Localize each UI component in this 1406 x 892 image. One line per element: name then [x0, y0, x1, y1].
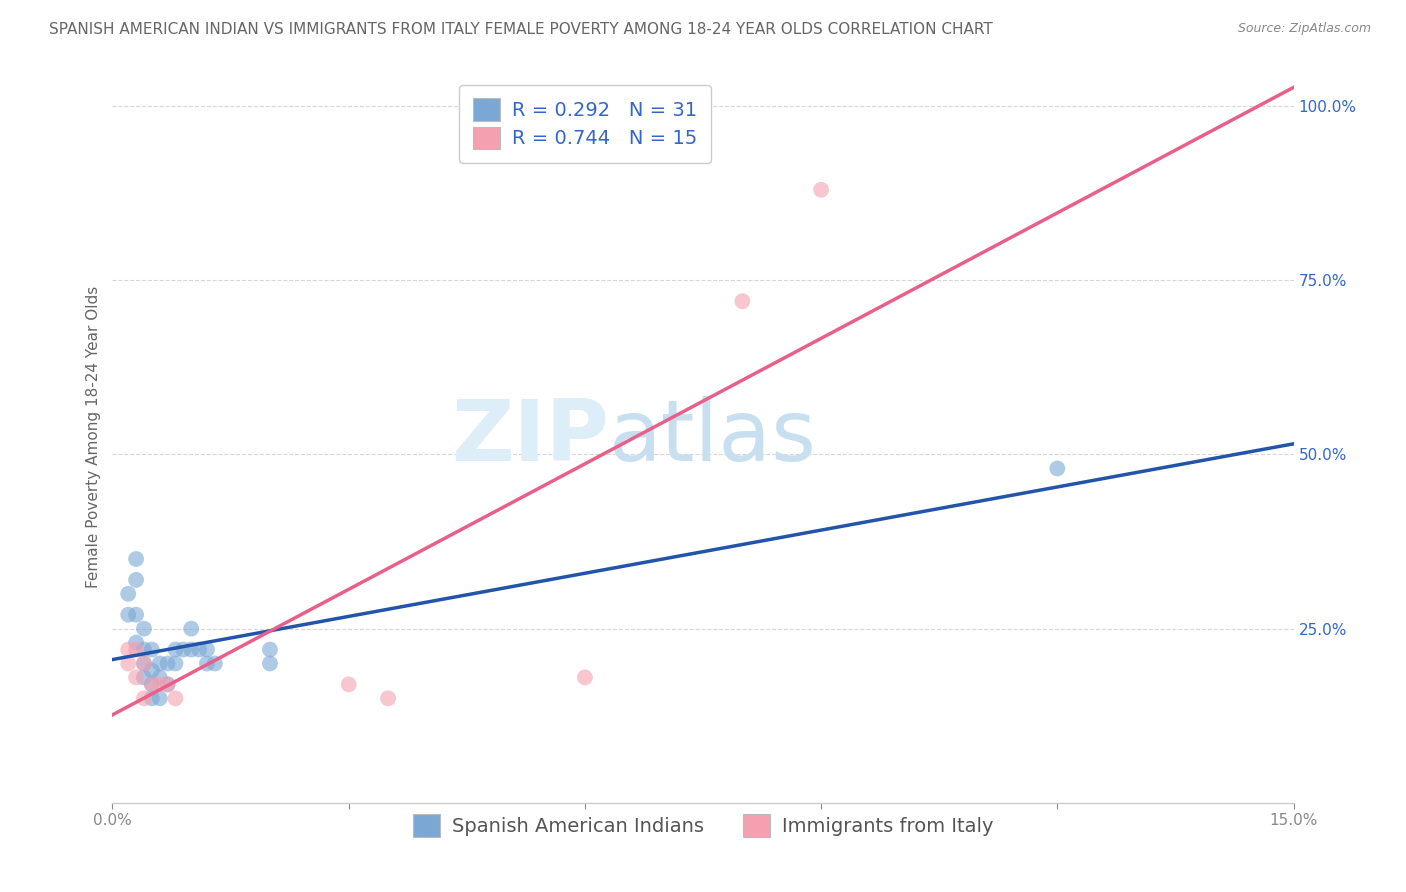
Point [165, 657, 187, 671]
Point [180, 622, 202, 636]
Point [125, 607, 148, 622]
Point [165, 642, 187, 657]
Point [141, 677, 163, 691]
Point [259, 642, 281, 657]
Point [195, 642, 218, 657]
Point [149, 691, 172, 706]
Point [125, 642, 148, 657]
Point [125, 635, 148, 649]
Y-axis label: Female Poverty Among 18-24 Year Olds: Female Poverty Among 18-24 Year Olds [86, 286, 101, 588]
Point [125, 670, 148, 684]
Point [188, 642, 211, 657]
Text: atlas: atlas [609, 395, 817, 479]
Point [574, 670, 596, 684]
Point [141, 677, 163, 691]
Point [377, 691, 399, 706]
Point [195, 657, 218, 671]
Point [125, 573, 148, 587]
Point [141, 691, 163, 706]
Point [117, 607, 139, 622]
Point [132, 657, 155, 671]
Point [141, 664, 163, 678]
Point [204, 657, 226, 671]
Point [132, 622, 155, 636]
Point [141, 642, 163, 657]
Point [165, 691, 187, 706]
Point [125, 552, 148, 566]
Point [810, 183, 832, 197]
Point [731, 294, 754, 309]
Text: SPANISH AMERICAN INDIAN VS IMMIGRANTS FROM ITALY FEMALE POVERTY AMONG 18-24 YEAR: SPANISH AMERICAN INDIAN VS IMMIGRANTS FR… [49, 22, 993, 37]
Point [117, 587, 139, 601]
Text: ZIP: ZIP [451, 395, 609, 479]
Point [180, 642, 202, 657]
Point [156, 657, 179, 671]
Point [172, 642, 194, 657]
Point [117, 657, 139, 671]
Point [149, 657, 172, 671]
Point [149, 670, 172, 684]
Point [259, 657, 281, 671]
Point [132, 691, 155, 706]
Point [132, 642, 155, 657]
Legend: Spanish American Indians, Immigrants from Italy: Spanish American Indians, Immigrants fro… [405, 806, 1001, 845]
Point [156, 677, 179, 691]
Point [149, 677, 172, 691]
Point [1046, 461, 1069, 475]
Point [337, 677, 360, 691]
Point [132, 670, 155, 684]
Point [156, 677, 179, 691]
Point [117, 642, 139, 657]
Text: Source: ZipAtlas.com: Source: ZipAtlas.com [1237, 22, 1371, 36]
Point [132, 657, 155, 671]
